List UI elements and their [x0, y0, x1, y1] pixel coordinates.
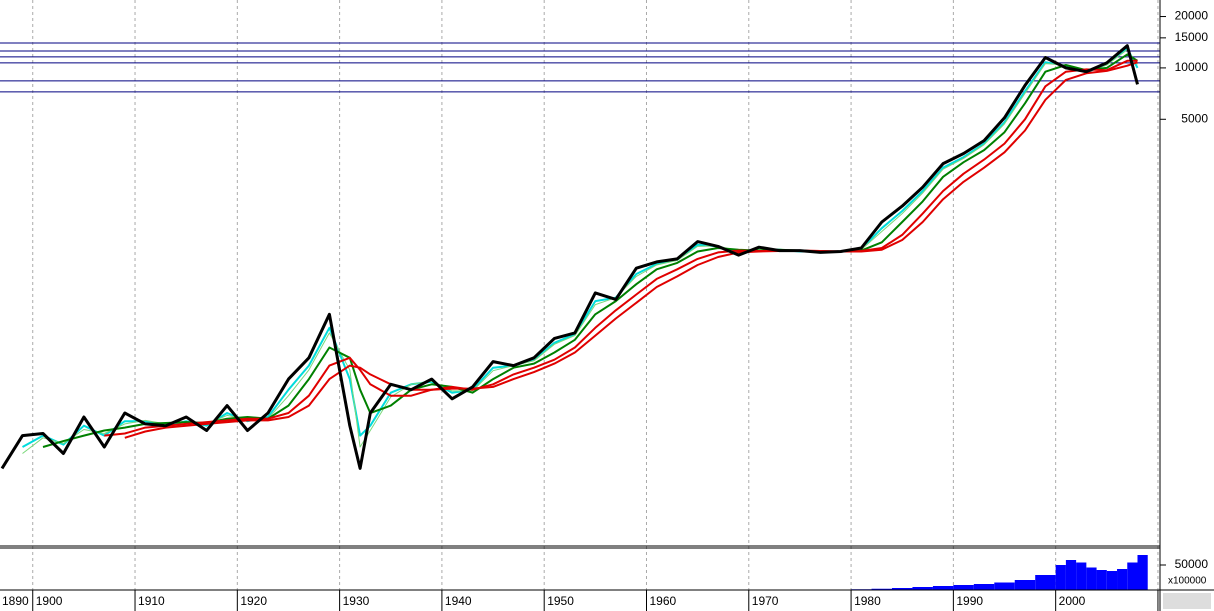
- volume-bar: [994, 582, 1015, 590]
- x-tick-label: 1980: [854, 594, 881, 608]
- axes: 1890 1900 1910 1920 1930 1940 1950 1960 1970 1980…: [2, 9, 1209, 611]
- x-tick-label: 1920: [240, 594, 267, 608]
- volume-bar: [1035, 575, 1056, 590]
- corner-box: [1163, 593, 1211, 609]
- x-tick-label: 1960: [649, 594, 676, 608]
- x-tick-label: 1890: [2, 594, 29, 608]
- y-tick-label: 10000: [1175, 60, 1209, 74]
- volume-bar: [1055, 565, 1066, 590]
- x-tick-label: 1940: [445, 594, 472, 608]
- volume-bar: [1117, 569, 1128, 590]
- volume-bar: [1065, 560, 1077, 590]
- x-tick-label: 1930: [343, 594, 370, 608]
- volume-bar: [1086, 567, 1097, 590]
- x-tick-label: 1970: [752, 594, 779, 608]
- volume-bar: [891, 588, 913, 590]
- x-tick-label: 1910: [138, 594, 165, 608]
- volume-bar: [953, 585, 974, 590]
- y-tick-label: 20000: [1175, 9, 1209, 23]
- volume-bar: [1096, 570, 1107, 590]
- x-tick-label: 2000: [1059, 594, 1086, 608]
- volume-bar: [871, 588, 892, 590]
- x-tick-label: 1950: [547, 594, 574, 608]
- volume-y-tick-label: 50000: [1175, 557, 1209, 571]
- volume-bar: [932, 586, 954, 590]
- plot-area: [0, 42, 1160, 470]
- volume-bar: [1106, 571, 1118, 590]
- volume-bar: [1127, 562, 1138, 590]
- volume-bar: [1137, 555, 1148, 590]
- moving-average-line: [104, 59, 1138, 437]
- volume-bar: [973, 584, 995, 590]
- grid: [32, 0, 1159, 590]
- moving-average-line: [42, 53, 1139, 448]
- volume-panel: [851, 555, 1148, 590]
- y-tick-label: 5000: [1181, 111, 1208, 125]
- volume-bar: [1076, 562, 1087, 590]
- price-line: [0, 44, 1139, 470]
- volume-bar: [1014, 580, 1036, 590]
- moving-average-line: [124, 61, 1138, 439]
- volume-unit-label: x100000: [1168, 576, 1207, 587]
- x-tick-label: 1900: [36, 594, 63, 608]
- x-tick-label: 1990: [956, 594, 983, 608]
- x-axis: 1890 1900 1910 1920 1930 1940 1950 1960 1970 1980…: [2, 590, 1159, 611]
- y-tick-label: 15000: [1175, 30, 1209, 44]
- volume-bar: [912, 587, 933, 590]
